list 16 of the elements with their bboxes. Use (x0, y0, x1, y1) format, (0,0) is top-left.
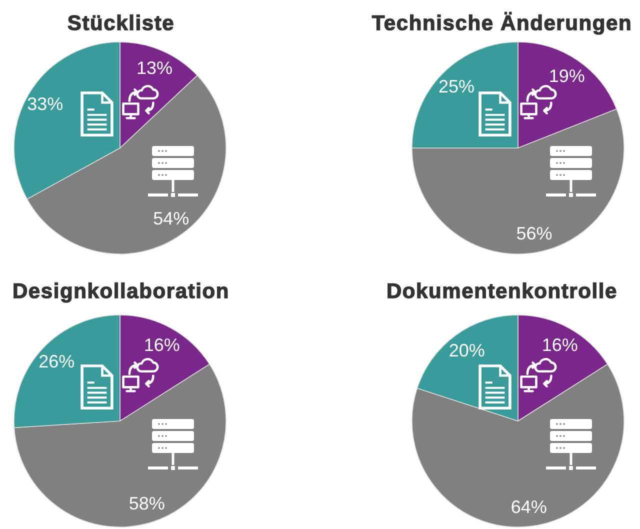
data-label: 13% (136, 58, 173, 78)
chart-title: Technische Änderungen (372, 12, 632, 35)
data-label: 33% (27, 94, 64, 114)
chart-title: Dokumentenkontrolle (386, 280, 618, 303)
data-label: 25% (438, 76, 475, 97)
data-label: 58% (128, 494, 165, 514)
data-label: 20% (448, 340, 485, 361)
data-label: 54% (153, 208, 190, 228)
data-label: 26% (38, 352, 75, 372)
data-label: 56% (516, 223, 552, 244)
data-label: 64% (510, 497, 547, 518)
data-label: 16% (144, 334, 180, 355)
data-label: 16% (542, 334, 578, 355)
data-label: 19% (548, 66, 585, 86)
chart-title: Stückliste (67, 12, 175, 35)
chart-title: Designkollaboration (12, 280, 230, 303)
